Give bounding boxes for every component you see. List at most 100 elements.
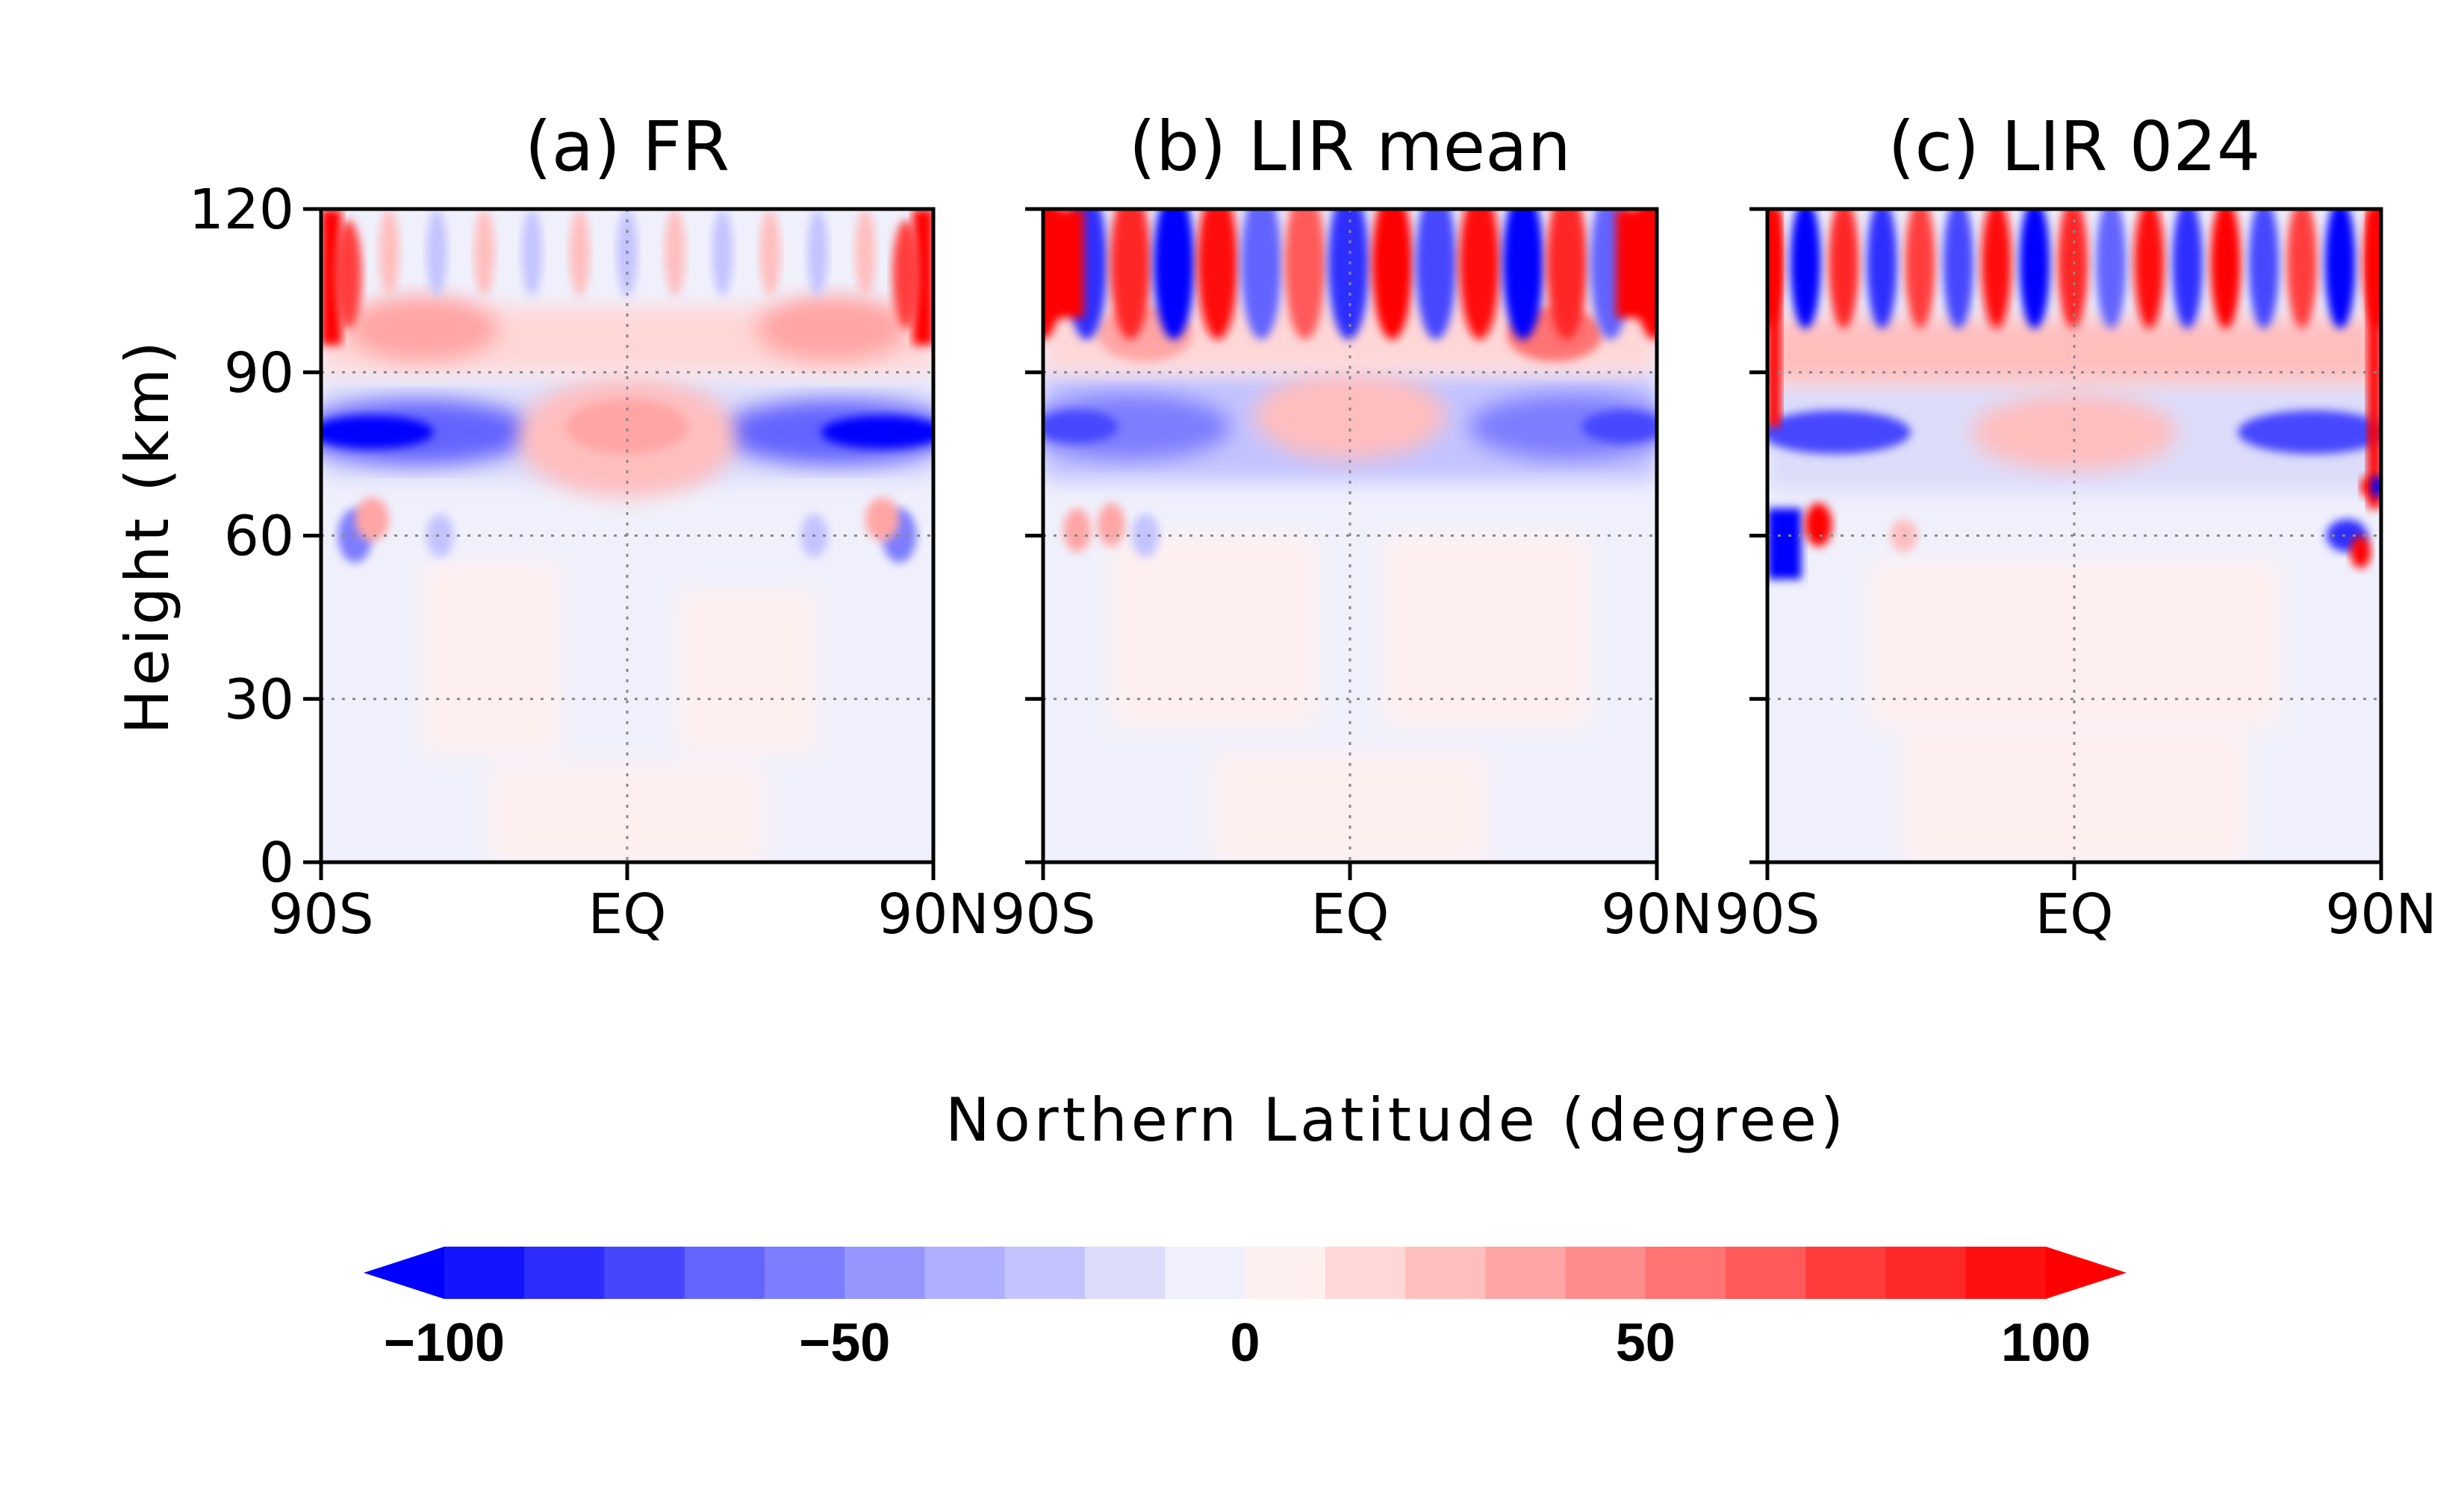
- colorbar-segment: [1965, 1247, 2047, 1299]
- panel-c-title: (c) LIR 024: [1888, 107, 2261, 187]
- colorbar-tick-label: −100: [384, 1313, 505, 1373]
- field-patch: [1943, 209, 1974, 329]
- colorbar-segment: [1885, 1247, 1967, 1299]
- colorbar-tick-label: −50: [799, 1313, 890, 1373]
- field-patch: [1254, 372, 1446, 460]
- field-patch: [2324, 209, 2356, 329]
- panel-b-title: (b) LIR mean: [1129, 107, 1571, 187]
- field-patch: [756, 296, 906, 362]
- field-patch: [426, 514, 454, 558]
- y-tick-label: 90: [224, 341, 294, 405]
- x-tick-label: EQ: [1310, 882, 1389, 947]
- x-tick-label: 90S: [990, 882, 1095, 947]
- field-patch: [426, 209, 447, 296]
- panel-b-field: [1043, 209, 1657, 862]
- field-patch: [821, 416, 933, 449]
- field-patch: [2133, 209, 2165, 329]
- colorbar-segment: [1165, 1247, 1245, 1299]
- field-patch: [1098, 502, 1125, 547]
- field-patch: [1043, 209, 1084, 318]
- colorbar-low-arrow: [364, 1247, 444, 1299]
- field-patch: [1905, 209, 1936, 329]
- field-patch: [2095, 209, 2127, 329]
- field-patch: [1284, 209, 1326, 340]
- field-patch: [2019, 209, 2050, 329]
- field-patch: [1903, 726, 2245, 862]
- y-tick-label: 120: [189, 178, 294, 242]
- field-patch: [1469, 393, 1657, 460]
- field-patch: [1581, 410, 1657, 443]
- colorbar-segment: [1645, 1247, 1726, 1299]
- x-tick-label: 90N: [1601, 882, 1713, 947]
- field-patch: [1213, 753, 1487, 862]
- colorbar-segment: [604, 1247, 685, 1299]
- x-tick-label: EQ: [588, 882, 666, 947]
- field-patch: [566, 399, 688, 455]
- field-patch: [1063, 508, 1091, 552]
- colorbar-segment: [1325, 1247, 1406, 1299]
- colorbar-segment: [524, 1247, 605, 1299]
- colorbar-segment: [1405, 1247, 1486, 1299]
- field-patch: [1828, 209, 1859, 329]
- colorbar-segment: [844, 1247, 925, 1299]
- field-patch: [491, 764, 764, 862]
- y-tick-label: 30: [224, 667, 294, 732]
- colorbar-segment: [1565, 1247, 1646, 1299]
- field-patch: [1790, 209, 1821, 329]
- field-patch: [474, 209, 495, 296]
- panel-a-title: (a) FR: [525, 107, 729, 187]
- field-patch: [1866, 209, 1897, 329]
- field-patch: [1972, 393, 2177, 470]
- field-patch: [1328, 209, 1369, 340]
- y-tick-label: 0: [259, 831, 294, 895]
- colorbar-segment: [1245, 1247, 1326, 1299]
- field-patch: [1111, 535, 1316, 726]
- colorbar-segment: [684, 1247, 765, 1299]
- field-patch: [1110, 209, 1151, 340]
- y-tick-label: 60: [224, 505, 294, 569]
- field-patch: [678, 590, 815, 754]
- field-patch: [355, 497, 390, 541]
- field-patch: [2350, 535, 2371, 569]
- field-patch: [1415, 209, 1457, 340]
- field-patch: [1767, 317, 2381, 384]
- field-patch: [1870, 562, 2279, 726]
- colorbar-segment: [1085, 1247, 1166, 1299]
- field-patch: [521, 209, 543, 296]
- field-patch: [2057, 209, 2088, 329]
- field-patch: [1043, 393, 1231, 460]
- colorbar-segment: [1485, 1247, 1566, 1299]
- colorbar: −100 −50 0 50 100: [364, 1247, 2127, 1373]
- field-patch: [2360, 476, 2374, 498]
- field-patch: [2371, 476, 2381, 498]
- field-patch: [1616, 209, 1657, 318]
- x-tick-label: 90S: [268, 882, 373, 947]
- colorbar-segment: [1805, 1247, 1886, 1299]
- field-patch: [2172, 209, 2203, 329]
- field-patch: [569, 209, 590, 296]
- field-patch: [1767, 209, 1782, 427]
- colorbar-segment: [444, 1247, 525, 1299]
- field-patch: [423, 562, 559, 754]
- colorbar-segment: [765, 1247, 845, 1299]
- y-axis-label: Height (km): [113, 337, 182, 735]
- field-patch: [1767, 410, 1911, 455]
- field-patch: [1240, 209, 1282, 340]
- field-patch: [2248, 209, 2280, 329]
- field-patch: [1805, 502, 1832, 547]
- x-axis-label: Northern Latitude (degree): [945, 1085, 1847, 1155]
- field-patch: [759, 209, 780, 296]
- colorbar-high-arrow: [2046, 1247, 2127, 1299]
- field-patch: [2286, 209, 2318, 329]
- field-patch: [321, 416, 434, 449]
- field-patch: [1197, 209, 1239, 340]
- field-patch: [1767, 508, 1802, 579]
- field-patch: [1459, 209, 1500, 340]
- field-patch: [1981, 209, 2012, 329]
- field-patch: [1502, 209, 1544, 340]
- colorbar-tick-label: 0: [1230, 1313, 1260, 1373]
- field-patch: [1153, 209, 1195, 340]
- panel-a-field: [321, 209, 933, 862]
